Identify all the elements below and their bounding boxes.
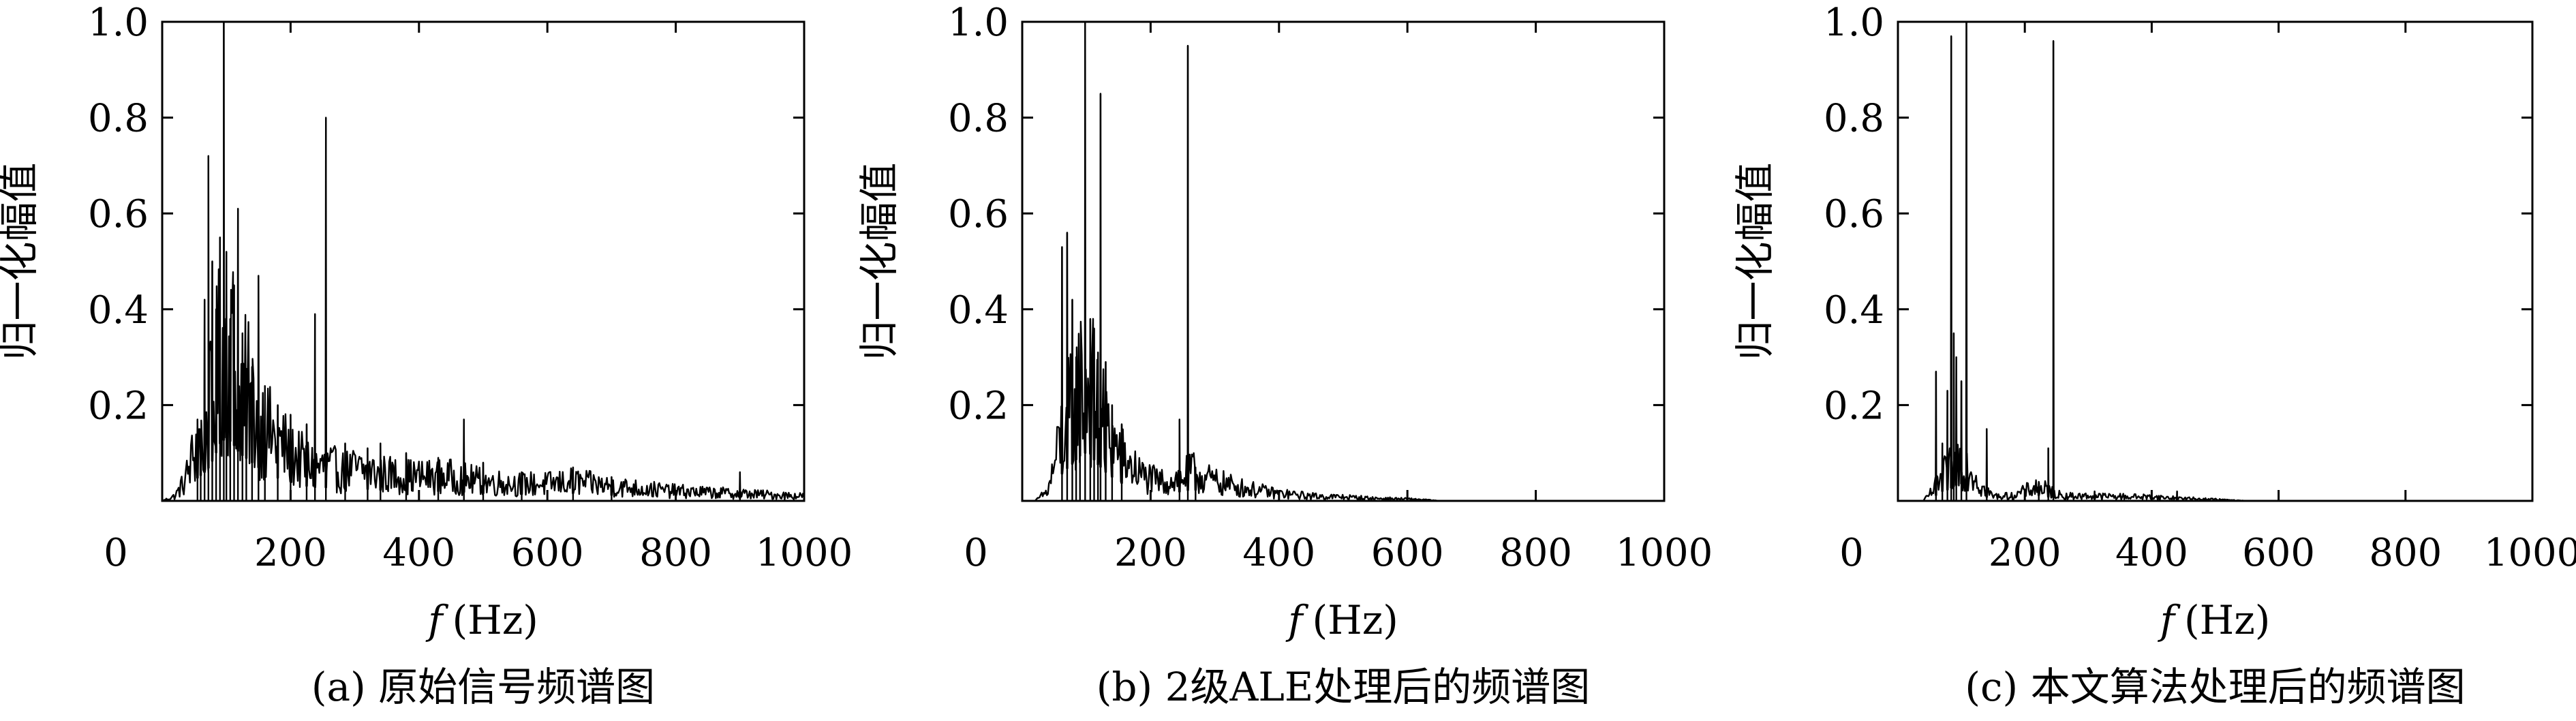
x-tick-label: 200 (254, 531, 327, 575)
y-tick-label: 0.8 (88, 97, 149, 141)
panel-caption: (a) 原始信号频谱图 (311, 664, 655, 710)
chart-panel-2: 0 200 400 600 800 1000 0.2 0.4 0.6 0.8 1.0 归一化幅值 f (H… (856, 1, 1713, 710)
y-tick-label: 0.2 (88, 384, 149, 428)
chart-panel-3: 0 200 400 600 800 1000 0.2 0.4 0.6 0.8 1.0 归一化幅值 f (H… (1732, 1, 2576, 710)
y-tick-label: 0.2 (948, 384, 1009, 428)
y-tick-label: 0.4 (948, 288, 1009, 333)
y-tick-label: 0.2 (1824, 384, 1884, 428)
x-axis-label: f (Hz) (1285, 597, 1398, 643)
y-tick-label: 0.6 (88, 192, 149, 236)
x-axis-label: f (Hz) (425, 597, 538, 643)
x-tick-label: 600 (511, 531, 584, 575)
y-tick-label: 0.8 (1824, 97, 1884, 141)
x-tick-label: 1000 (2484, 531, 2576, 575)
y-tick-label: 0.8 (948, 97, 1009, 141)
x-tick-label: 800 (2369, 531, 2442, 575)
y-tick-label: 0.4 (1824, 288, 1884, 333)
y-axis-label: 归一化幅值 (856, 162, 902, 360)
y-tick-label: 1.0 (1824, 1, 1884, 45)
y-axis-label: 归一化幅值 (0, 162, 42, 360)
x-tick-label: 800 (639, 531, 712, 575)
x-tick-label: 600 (1371, 531, 1444, 575)
plot-frame (1897, 20, 2534, 502)
x-axis-unit: (Hz) (453, 597, 538, 643)
x-tick-label: 1000 (756, 531, 853, 575)
x-tick-label: 0 (104, 531, 128, 575)
chart-panel-1: 0 200 400 600 800 1000 0.2 0.4 0.6 0.8 1.0 归一化幅值 f (H… (0, 1, 853, 710)
series-line (1898, 20, 2532, 502)
x-tick-label: 400 (1242, 531, 1315, 575)
x-axis-var: f (425, 597, 449, 643)
series-line (1022, 20, 1663, 502)
x-tick-label: 0 (964, 531, 988, 575)
y-tick-label: 0.6 (948, 192, 1009, 236)
panel-caption: (c) 本文算法处理后的频谱图 (1965, 664, 2465, 710)
y-axis-label: 归一化幅值 (1732, 162, 1778, 360)
x-tick-label: 1000 (1616, 531, 1713, 575)
x-tick-label: 600 (2242, 531, 2315, 575)
x-axis-var: f (1285, 597, 1309, 643)
x-axis-unit: (Hz) (2184, 597, 2270, 643)
x-axis-label: f (Hz) (2158, 597, 2271, 643)
y-tick-label: 1.0 (88, 1, 149, 45)
y-tick-label: 0.4 (88, 288, 149, 333)
x-axis-var: f (2158, 597, 2181, 643)
x-tick-label: 0 (1839, 531, 1864, 575)
plot-frame (1021, 20, 1666, 502)
panel-caption: (b) 2级ALE处理后的频谱图 (1097, 664, 1590, 710)
x-tick-label: 200 (1989, 531, 2061, 575)
x-tick-label: 800 (1499, 531, 1572, 575)
y-tick-label: 1.0 (948, 1, 1009, 45)
x-tick-label: 400 (2115, 531, 2188, 575)
x-tick-label: 200 (1114, 531, 1187, 575)
x-tick-label: 400 (382, 531, 455, 575)
x-axis-unit: (Hz) (1313, 597, 1398, 643)
y-tick-label: 0.6 (1824, 192, 1884, 236)
